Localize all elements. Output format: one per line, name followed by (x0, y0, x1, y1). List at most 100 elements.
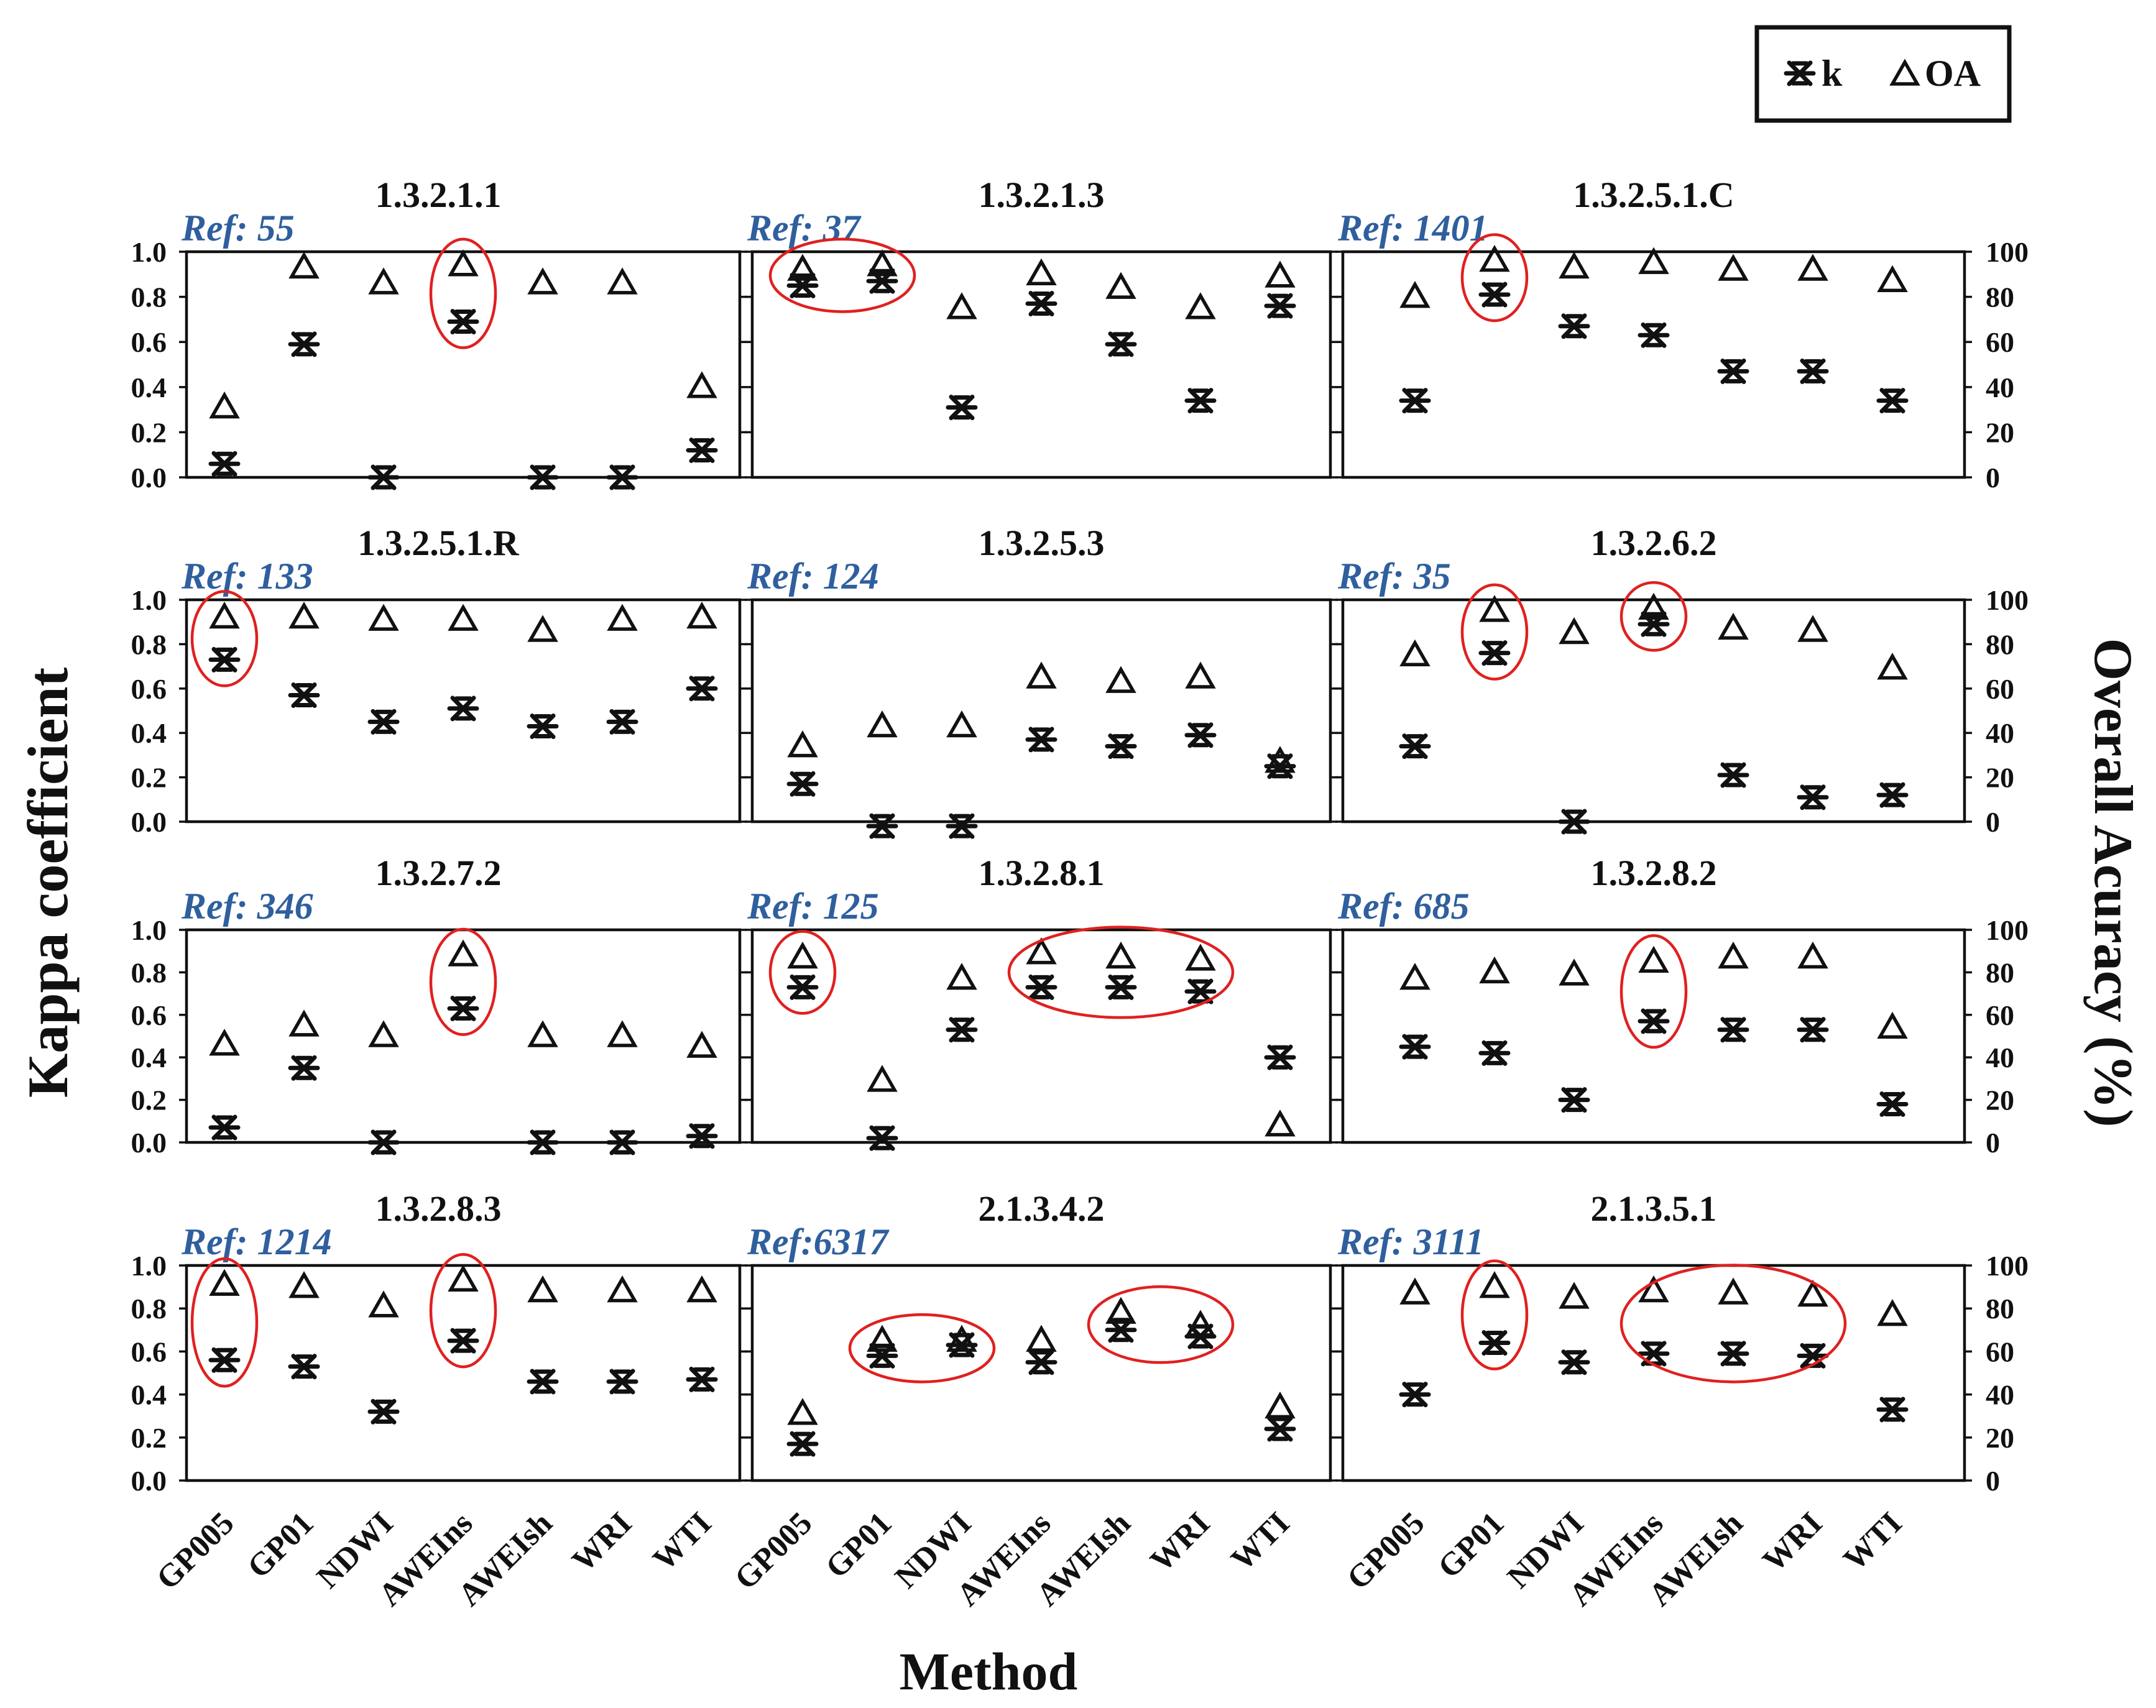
kappa-tick-label: 0.0 (131, 1465, 167, 1497)
oa-point-AWEIsh (1105, 941, 1136, 969)
kappa-point-NDWI (367, 709, 400, 735)
kappa-point-WTI (1264, 753, 1296, 779)
oa-tick-label: 80 (1986, 628, 2014, 660)
category-label-GP01: GP01 (241, 1505, 320, 1585)
kappa-point-AWEIsh (1105, 331, 1137, 357)
oa-point-GP005 (1399, 963, 1430, 990)
oa-point-WTI (1877, 265, 1908, 292)
kappa-point-GP005 (208, 646, 241, 673)
kappa-point-WRI (606, 1129, 638, 1155)
kappa-point-WRI (606, 709, 638, 735)
oa-point-WTI (1265, 1391, 1296, 1419)
category-label-WTI: WTI (1837, 1505, 1909, 1577)
panel-1.3.2.5.3: 1.3.2.5.3 Ref: 124 (745, 523, 1338, 839)
kappa-point-AWEIsh (1105, 733, 1137, 760)
panel-ref: Ref: 133 (181, 556, 313, 597)
oa-point-GP005 (787, 941, 818, 969)
oa-point-WRI (607, 1020, 638, 1047)
panel-1.3.2.1.1: 1.3.2.1.1 Ref: 55 0.0 0.2 0.4 0.6 0.8 1.0 (131, 175, 747, 494)
kappa-tick-label: 0.0 (131, 462, 167, 494)
panel-1.3.2.7.2: 1.3.2.7.2 Ref: 346 0.0 0.2 0.4 0.6 0.8 1.0 (131, 853, 747, 1159)
kappa-point-AWEIns (1025, 727, 1057, 753)
kappa-tick-label: 0.2 (131, 762, 167, 794)
oa-tick-label: 40 (1986, 372, 2014, 403)
kappa-tick-label: 1.0 (131, 914, 167, 946)
oa-tick-label: 100 (1986, 236, 2029, 268)
oa-tick-label: 60 (1986, 999, 2014, 1031)
oa-point-NDWI (1559, 1282, 1590, 1309)
oa-point-GP01 (867, 710, 898, 738)
category-label-WRI: WRI (1144, 1505, 1217, 1579)
panel-frame (185, 928, 742, 1144)
oa-point-NDWI (946, 963, 977, 990)
kappa-point-WTI (686, 437, 718, 463)
kappa-point-GP005 (1399, 1382, 1431, 1408)
oa-point-WRI (1797, 1279, 1828, 1307)
oa-tick-label: 0 (1986, 1127, 2000, 1159)
panel-ref: Ref: 346 (181, 886, 313, 927)
oa-point-GP01 (288, 251, 320, 279)
panel-ref: Ref: 37 (747, 208, 862, 249)
oa-point-AWEIns (1638, 1275, 1669, 1303)
kappa-tick-label: 0.4 (131, 717, 167, 749)
category-label-WRI: WRI (566, 1505, 639, 1579)
highlight-ellipse (1619, 1264, 1847, 1384)
panel-ref: Ref: 685 (1337, 886, 1470, 927)
oa-point-NDWI (368, 1020, 399, 1047)
kappa-point-AWEIsh (1105, 974, 1137, 1000)
oa-point-GP005 (1399, 281, 1430, 308)
oa-tick-label: 80 (1986, 957, 2014, 988)
panel-title: 1.3.2.5.1.C (1573, 175, 1734, 215)
oa-point-NDWI (368, 267, 399, 295)
highlight-ellipse (1087, 1285, 1235, 1364)
category-label-WTI: WTI (647, 1505, 719, 1577)
oa-point-NDWI (1559, 251, 1590, 279)
kappa-point-NDWI (367, 464, 400, 490)
oa-tick-label: 20 (1986, 1085, 2014, 1116)
panel-ref: Ref: 124 (747, 556, 879, 597)
kappa-point-GP01 (1478, 1040, 1511, 1066)
kappa-point-AWEIns (1638, 322, 1670, 348)
oa-point-GP005 (209, 391, 240, 419)
panel-frame (185, 1264, 742, 1482)
kappa-point-AWEIsh (1717, 762, 1749, 788)
oa-tick-label: 20 (1986, 416, 2014, 448)
kappa-point-WTI (1876, 782, 1909, 808)
oa-point-AWEIsh (1718, 941, 1749, 969)
highlight-ellipse (429, 927, 497, 1036)
kappa-point-GP005 (1399, 733, 1431, 760)
panel-frame (750, 1264, 1332, 1482)
oa-point-GP01 (288, 1009, 320, 1037)
oa-tick-label: 0 (1986, 462, 2000, 494)
kappa-tick-label: 0.0 (131, 1127, 167, 1159)
kappa-point-NDWI (1558, 809, 1590, 835)
category-label-GP01: GP01 (819, 1505, 898, 1585)
kappa-point-WTI (686, 1123, 718, 1149)
kappa-point-GP01 (1478, 640, 1511, 666)
kappa-tick-label: 0.8 (131, 628, 167, 660)
kappa-tick-label: 0.6 (131, 999, 167, 1031)
oa-point-AWEIns (1026, 661, 1057, 689)
oa-tick-label: 60 (1986, 673, 2014, 705)
oa-point-AWEIns (448, 249, 479, 277)
oa-point-AWEIsh (1105, 272, 1136, 299)
oa-point-AWEIsh (527, 1020, 558, 1047)
kappa-point-NDWI (1558, 1349, 1590, 1375)
x-axis-title: Method (900, 1641, 1078, 1701)
oa-point-WTI (1877, 1011, 1908, 1039)
kappa-point-AWEIns (447, 696, 479, 722)
kappa-point-GP01 (866, 813, 898, 839)
panel-title: 1.3.2.5.3 (979, 523, 1105, 563)
kappa-point-GP01 (288, 331, 320, 357)
kappa-tick-label: 1.0 (131, 1250, 167, 1282)
kappa-point-NDWI (367, 1398, 400, 1425)
kappa-point-AWEIns (447, 996, 479, 1022)
panel-frame (1341, 928, 1966, 1144)
kappa-point-AWEIns (1638, 611, 1670, 637)
oa-point-NDWI (368, 604, 399, 631)
oa-point-AWEIsh (1718, 1277, 1749, 1305)
kappa-tick-label: 0.2 (131, 1422, 167, 1454)
oa-point-WRI (1185, 661, 1216, 689)
panel-ref: Ref: 35 (1337, 556, 1451, 597)
